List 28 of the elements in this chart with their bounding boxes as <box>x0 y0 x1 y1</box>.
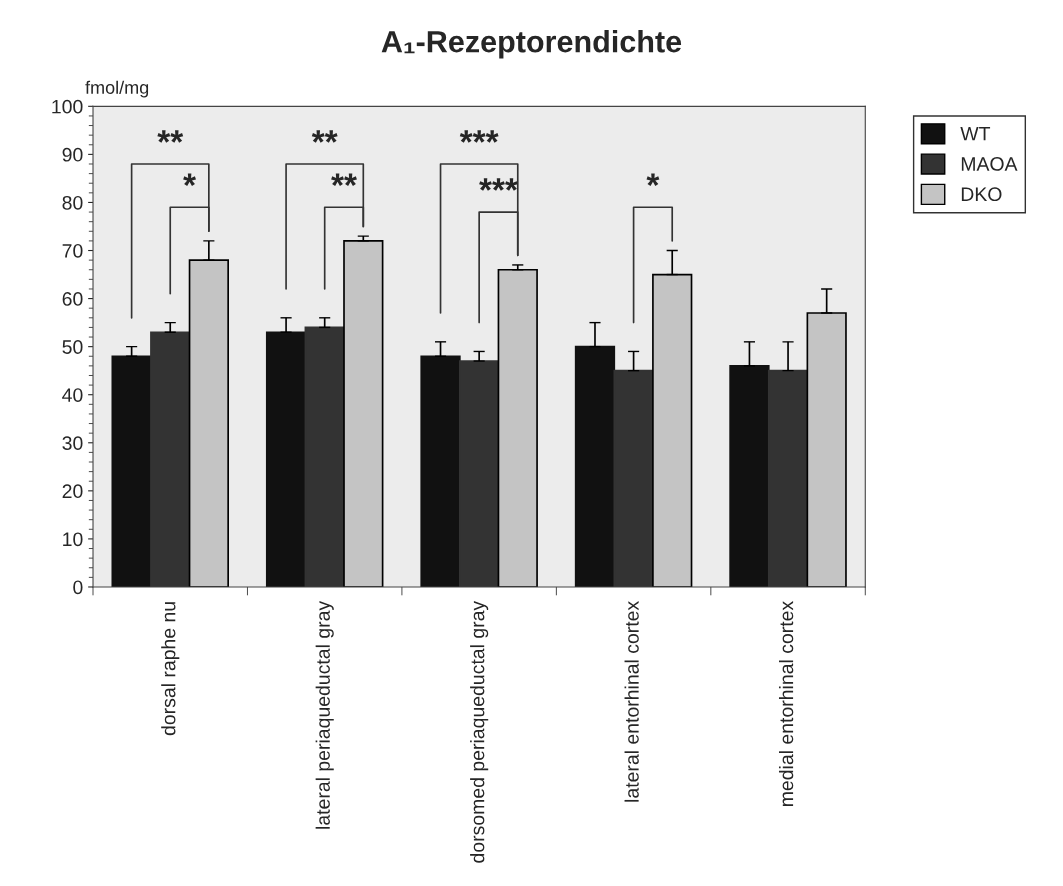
annotation: *** <box>479 178 518 191</box>
y-tick-label: 90 <box>62 147 83 162</box>
x-tick-label: dorsal raphe nu <box>161 602 180 736</box>
y-tick-label: 0 <box>73 580 83 595</box>
y-tick-label: 70 <box>62 243 83 258</box>
y-axis-title: fmol/mg <box>85 80 149 98</box>
legend-label: WT <box>960 126 991 141</box>
annotation: ** <box>331 173 357 186</box>
chart-title: A₁-Rezeptorendichte <box>381 30 682 59</box>
x-tick-label: lateral entorhinal cortex <box>624 601 639 802</box>
annotation: ** <box>311 130 338 143</box>
x-tick-label: dorsomed periaqueductal gray <box>470 600 489 863</box>
x-tick-label: medial entorhinal cortex <box>778 601 794 806</box>
legend-label: MAOA <box>961 157 1018 171</box>
y-tick-label: 20 <box>62 484 83 499</box>
y-tick-label: 80 <box>62 195 83 210</box>
legend-label: DKO <box>961 187 1002 202</box>
annotation: ** <box>157 130 184 143</box>
x-tick-label: lateral periaqueductal gray <box>315 600 334 829</box>
y-tick-label: 40 <box>62 388 83 402</box>
y-tick-label: 60 <box>62 292 83 306</box>
y-tick-label: 30 <box>62 436 83 451</box>
y-tick-label: 100 <box>52 99 83 114</box>
annotation: * <box>646 173 660 186</box>
y-tick-label: 50 <box>62 340 83 354</box>
y-tick-label: 10 <box>63 532 83 547</box>
annotation: *** <box>459 130 499 143</box>
annotation: * <box>183 173 196 186</box>
